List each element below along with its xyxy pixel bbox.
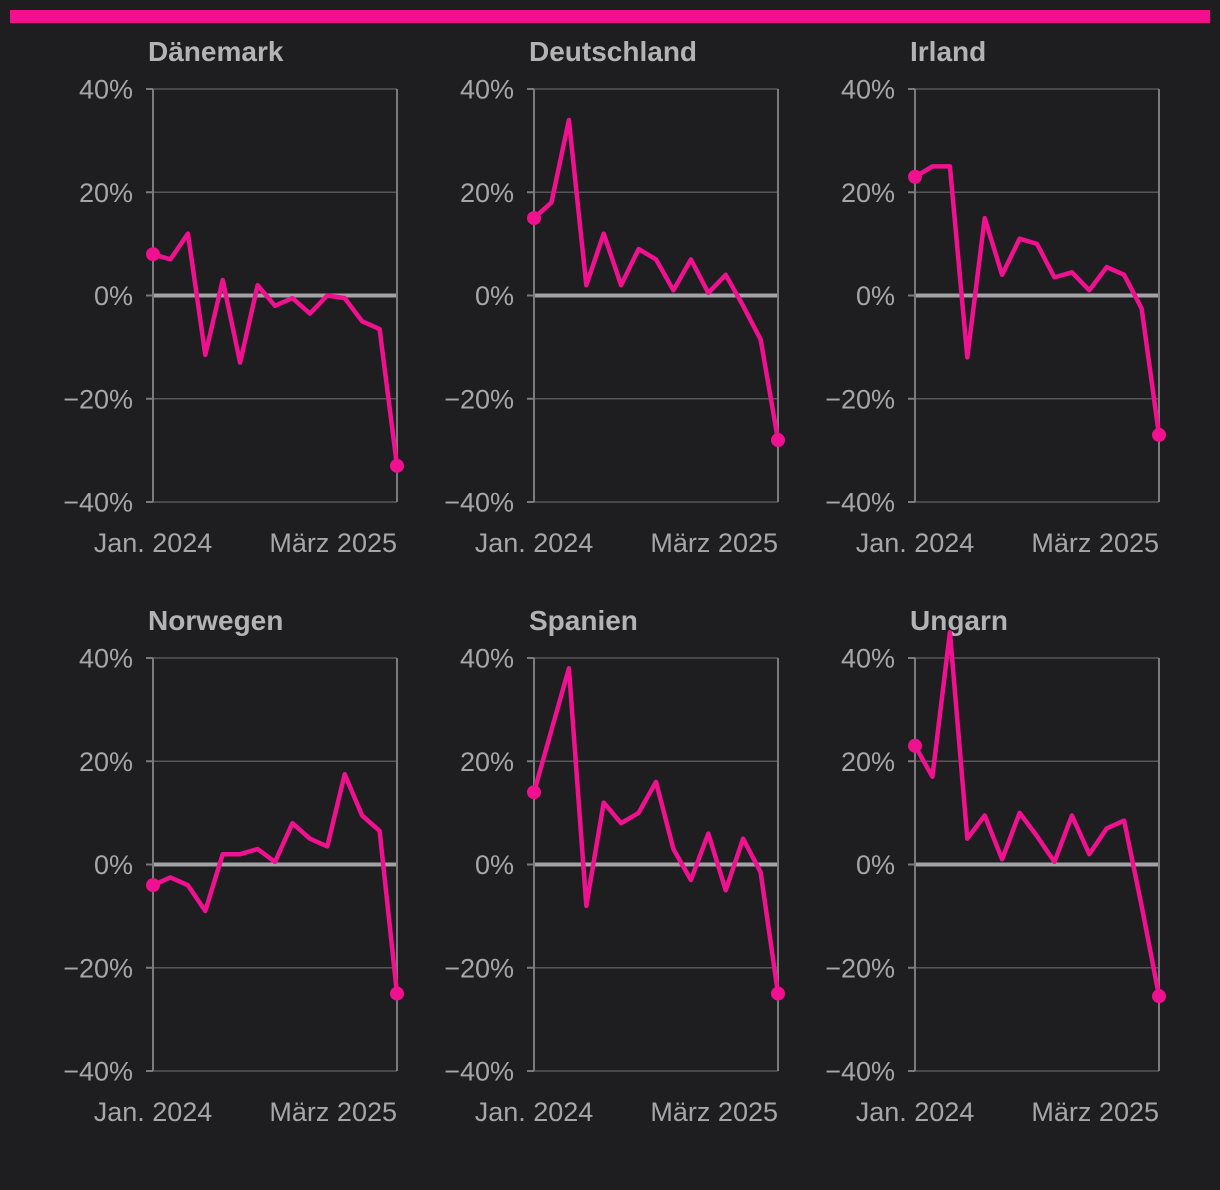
y-tick-label: 0% <box>94 850 133 880</box>
y-tick-label: −20% <box>63 953 133 983</box>
y-tick-label: 20% <box>460 178 514 208</box>
chart-panel: Irland 40% 20% 0% −20% −40% Jan. 2024 März 202… <box>772 26 1166 582</box>
x-tick-label: März 2025 <box>269 1097 397 1127</box>
y-tick-label: −20% <box>825 953 895 983</box>
panel-chart: 40% 20% 0% −20% −40% Jan. 2024 März 2025 <box>825 75 1166 558</box>
y-tick-label: −40% <box>825 488 895 518</box>
chart-panel: Deutschland 40% 20% 0% −20% −40% Jan. 2024 Mär… <box>391 26 785 582</box>
y-tick-label: 40% <box>841 644 895 674</box>
data-line <box>531 666 781 996</box>
y-tick-label: −40% <box>444 1057 514 1087</box>
x-tick-label: Jan. 2024 <box>856 528 975 558</box>
y-tick-label: 20% <box>841 178 895 208</box>
y-tick-label: 40% <box>460 75 514 105</box>
x-tick-label: Jan. 2024 <box>475 528 594 558</box>
panel-chart: 40% 20% 0% −20% −40% Jan. 2024 März 2025 <box>444 75 785 558</box>
x-tick-label: Jan. 2024 <box>94 528 213 558</box>
data-point-end <box>771 433 785 448</box>
panel-title: Deutschland <box>529 36 698 67</box>
data-point-start <box>527 211 541 226</box>
y-tick-label: 0% <box>94 281 133 311</box>
y-tick-label: 0% <box>475 850 514 880</box>
x-tick-label: Jan. 2024 <box>856 1097 975 1127</box>
data-point-start <box>908 169 922 184</box>
y-tick-label: 20% <box>460 747 514 777</box>
chart-panel: Spanien 40% 20% 0% −20% −40% Jan. 2024 März 20… <box>391 595 785 1151</box>
panel-chart: 40% 20% 0% −20% −40% Jan. 2024 März 2025 <box>63 644 404 1127</box>
data-line <box>912 629 1162 999</box>
panel-chart: 40% 20% 0% −20% −40% Jan. 2024 März 2025 <box>63 75 404 558</box>
panel-chart: 40% 20% 0% −20% −40% Jan. 2024 März 2025 <box>825 629 1166 1127</box>
data-line <box>531 117 781 443</box>
y-tick-label: −40% <box>63 488 133 518</box>
x-tick-label: Jan. 2024 <box>94 1097 213 1127</box>
y-tick-label: 20% <box>79 178 133 208</box>
x-tick-label: Jan. 2024 <box>475 1097 594 1127</box>
x-tick-label: März 2025 <box>269 528 397 558</box>
y-tick-label: 40% <box>79 644 133 674</box>
x-tick-label: März 2025 <box>1031 528 1159 558</box>
chart-panel: Dänemark 40% 20% 0% −20% −40% Jan. 2024 März 2… <box>10 26 404 582</box>
data-point-end <box>1152 427 1166 442</box>
x-tick-label: März 2025 <box>650 528 778 558</box>
data-point-start <box>527 785 541 800</box>
accent-bar <box>10 10 1210 23</box>
x-tick-label: März 2025 <box>650 1097 778 1127</box>
data-line <box>150 771 400 996</box>
y-tick-label: 20% <box>841 747 895 777</box>
y-tick-label: 40% <box>460 644 514 674</box>
chart-panel: Ungarn 40% 20% 0% −20% −40% Jan. 2024 März 202… <box>772 595 1166 1151</box>
y-tick-label: 0% <box>856 850 895 880</box>
y-tick-label: 40% <box>79 75 133 105</box>
data-point-end <box>390 986 404 1001</box>
data-point-start <box>146 247 160 262</box>
data-point-end <box>771 986 785 1001</box>
x-tick-label: März 2025 <box>1031 1097 1159 1127</box>
panel-title: Dänemark <box>148 36 284 67</box>
panel-title: Spanien <box>529 605 638 636</box>
data-point-start <box>908 738 922 753</box>
y-tick-label: −40% <box>444 488 514 518</box>
data-point-end <box>1152 989 1166 1004</box>
y-tick-label: 0% <box>475 281 514 311</box>
y-tick-label: 40% <box>841 75 895 105</box>
y-tick-label: −40% <box>63 1057 133 1087</box>
y-tick-label: 0% <box>856 281 895 311</box>
y-tick-label: −40% <box>825 1057 895 1087</box>
y-tick-label: 20% <box>79 747 133 777</box>
chart-panel: Norwegen 40% 20% 0% −20% −40% Jan. 2024 März 2… <box>10 595 404 1151</box>
y-tick-label: −20% <box>63 384 133 414</box>
y-tick-label: −20% <box>825 384 895 414</box>
panel-title: Ungarn <box>910 605 1008 636</box>
data-point-end <box>390 458 404 473</box>
data-line <box>150 231 400 469</box>
y-tick-label: −20% <box>444 384 514 414</box>
panel-title: Irland <box>910 36 987 67</box>
panel-chart: 40% 20% 0% −20% −40% Jan. 2024 März 2025 <box>444 644 785 1127</box>
data-point-start <box>146 878 160 893</box>
data-line <box>912 164 1162 438</box>
panel-title: Norwegen <box>148 605 284 636</box>
y-tick-label: −20% <box>444 953 514 983</box>
